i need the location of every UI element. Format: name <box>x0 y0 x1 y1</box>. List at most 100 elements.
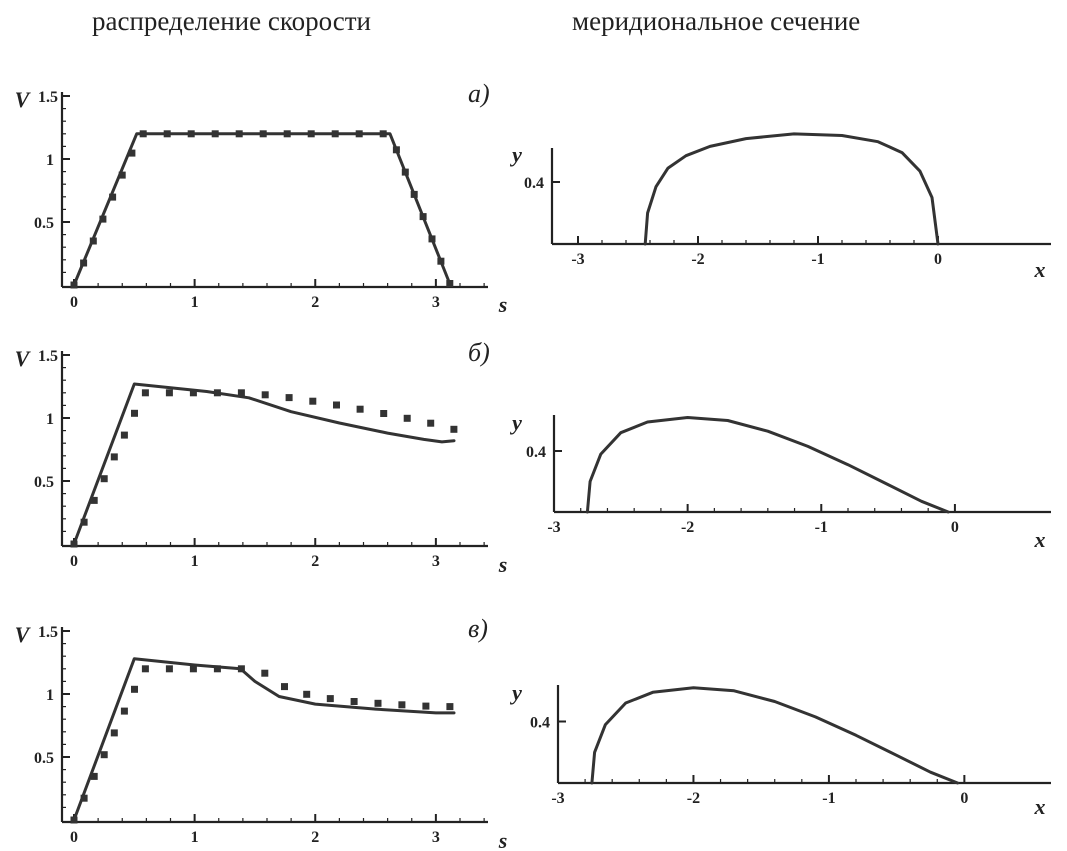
dash-marker <box>118 171 126 179</box>
dash-marker <box>283 130 291 138</box>
y-axis-label: V <box>15 622 32 647</box>
x-tick-label: -1 <box>822 790 835 807</box>
chart-a-section: -3 -2 -1 0 0.4 x y <box>509 132 1051 282</box>
x-axis-label: s <box>498 552 508 577</box>
dash-marker <box>110 453 118 461</box>
dash-marker <box>331 130 339 138</box>
x-tick-label: -3 <box>547 519 560 536</box>
series-line-solid <box>72 657 456 822</box>
y-tick-label: 0.5 <box>34 474 54 491</box>
dash-marker <box>131 409 138 417</box>
dash-marker <box>333 401 340 409</box>
y-tick-label: 0.5 <box>34 750 54 767</box>
dash-marker <box>139 130 147 138</box>
dash-marker <box>446 280 454 287</box>
x-tick-label: 0 <box>934 251 942 268</box>
x-tick-label: -2 <box>681 519 694 536</box>
x-tick-label: 3 <box>432 553 440 570</box>
dash-marker <box>165 665 173 673</box>
chart-a-velocity: 0 1 2 3 0.5 1 1.5 s V а) <box>15 79 508 317</box>
y-tick-label: 1.5 <box>38 348 58 365</box>
dash-marker <box>141 665 149 673</box>
y-tick-label: 0.4 <box>530 715 550 732</box>
dash-marker <box>131 685 138 693</box>
dash-marker <box>235 130 243 138</box>
y-tick-label: 1 <box>46 411 54 428</box>
x-tick-label: -2 <box>691 251 704 268</box>
y-tick-label: 1 <box>46 687 54 704</box>
dash-marker <box>163 130 171 138</box>
dash-marker <box>90 772 98 780</box>
dash-marker <box>90 496 98 504</box>
x-tick-label: 2 <box>311 553 319 570</box>
x-tick-label: -1 <box>815 519 828 536</box>
series-line-dashed <box>70 130 454 289</box>
dash-marker <box>356 405 364 413</box>
series-line-solid <box>590 686 960 785</box>
x-tick-label: -3 <box>551 790 564 807</box>
x-tick-label: 3 <box>432 829 440 846</box>
left-column-title: распределение скорости <box>92 6 371 36</box>
dash-marker <box>427 419 435 427</box>
dash-marker <box>281 683 288 691</box>
panel-label: б) <box>468 338 490 367</box>
x-axis-label: s <box>498 828 508 851</box>
x-axis-label: x <box>1034 794 1046 819</box>
dash-marker <box>80 518 88 526</box>
dash-marker <box>355 130 363 138</box>
dash-marker <box>80 794 88 802</box>
dash-marker <box>374 699 382 707</box>
series-line-dashed <box>70 665 454 824</box>
dash-marker <box>120 431 128 439</box>
dash-marker <box>380 410 388 417</box>
dash-marker <box>303 690 311 698</box>
x-tick-label: 0 <box>960 790 968 807</box>
chart-c-section: -3 -2 -1 0 0.4 x y <box>509 680 1051 819</box>
panel-label: а) <box>468 79 490 108</box>
dash-marker <box>109 193 117 201</box>
panel-label: в) <box>468 614 488 643</box>
x-tick-label: 2 <box>311 294 319 311</box>
dash-marker <box>70 281 78 289</box>
y-tick-label: 0.5 <box>34 215 54 232</box>
dash-marker <box>350 698 358 705</box>
x-tick-label: -3 <box>571 251 584 268</box>
x-tick-label: 0 <box>70 829 78 846</box>
y-tick-label: 1 <box>46 152 54 169</box>
dash-marker <box>70 540 78 548</box>
right-column-title: меридиональное сечение <box>572 6 861 36</box>
dash-marker <box>259 130 267 138</box>
dash-marker <box>403 414 411 422</box>
x-tick-label: 0 <box>70 553 78 570</box>
y-axis-label: y <box>509 142 522 167</box>
dash-marker <box>410 190 418 198</box>
x-tick-label: -2 <box>687 790 700 807</box>
dash-marker <box>446 703 454 711</box>
dash-marker <box>307 130 315 138</box>
y-tick-label: 0.4 <box>526 444 546 461</box>
dash-marker <box>70 816 78 824</box>
series-line-solid <box>585 416 950 514</box>
x-tick-label: 3 <box>432 294 440 311</box>
x-axis-label: x <box>1034 257 1046 282</box>
dash-marker <box>237 389 245 397</box>
dash-marker <box>379 130 387 138</box>
dash-marker <box>261 391 269 399</box>
dash-marker <box>100 475 108 483</box>
dash-marker <box>100 751 108 759</box>
dash-marker <box>189 389 197 397</box>
x-tick-label: 1 <box>191 553 199 570</box>
dash-marker <box>80 259 88 267</box>
dash-marker <box>428 235 436 243</box>
series-line-dashed <box>70 389 458 548</box>
y-tick-label: 1.5 <box>38 624 58 641</box>
dash-marker <box>309 397 317 405</box>
x-tick-label: 0 <box>951 519 959 536</box>
x-tick-label: 0 <box>70 294 78 311</box>
dash-marker <box>89 237 97 245</box>
dash-marker <box>392 146 400 154</box>
dash-marker <box>237 665 245 673</box>
x-tick-label: 1 <box>191 294 199 311</box>
series-line-solid <box>643 132 940 246</box>
